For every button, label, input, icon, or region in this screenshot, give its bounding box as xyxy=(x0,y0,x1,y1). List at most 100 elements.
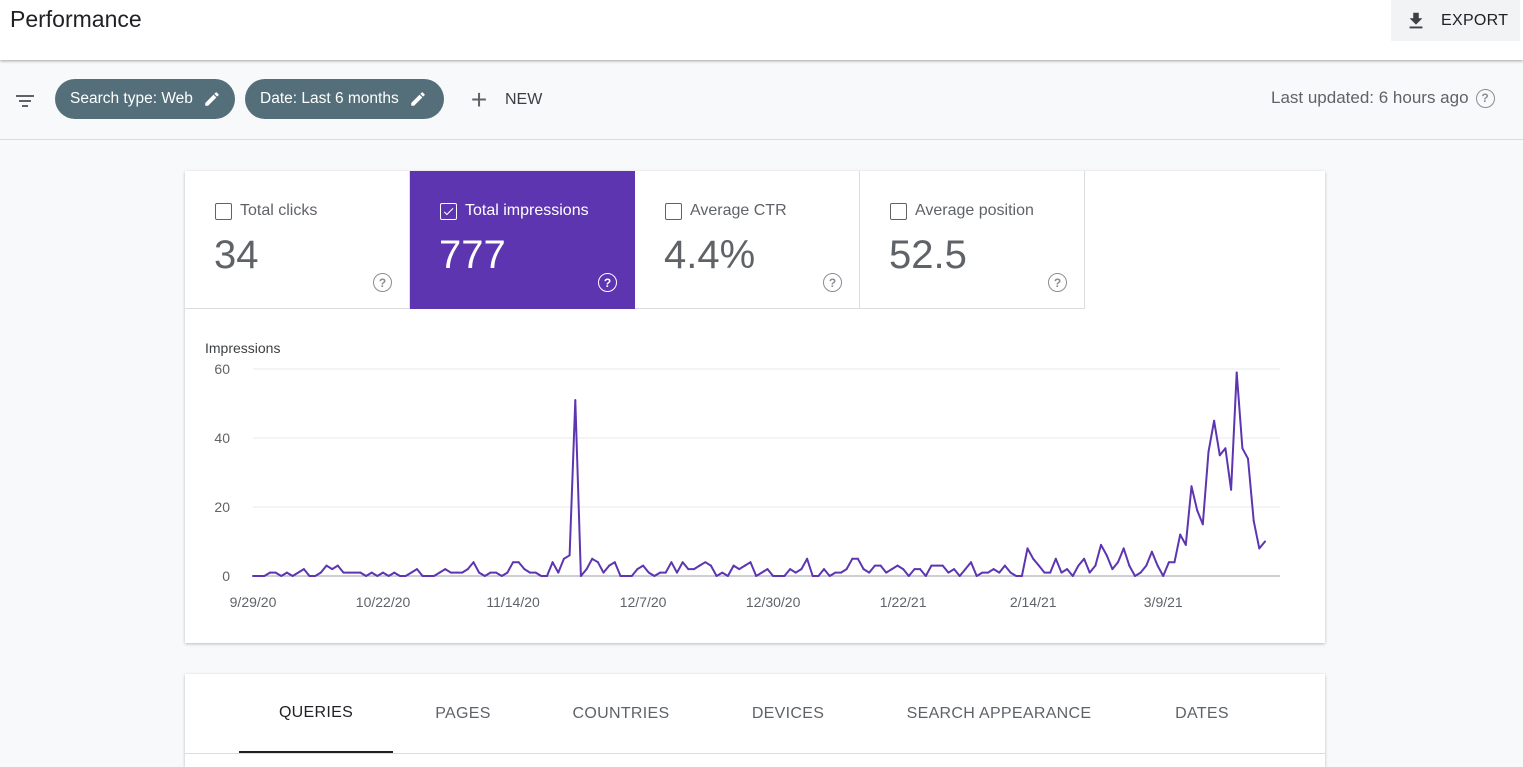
x-tick-label: 12/30/20 xyxy=(746,594,801,610)
data-point xyxy=(1043,571,1046,574)
data-point xyxy=(331,568,334,571)
metric-total-clicks[interactable]: Total clicks 34 ? xyxy=(185,171,410,309)
export-button[interactable]: EXPORT xyxy=(1391,0,1520,41)
data-point xyxy=(562,557,565,560)
data-point xyxy=(1037,564,1040,567)
metric-checkbox[interactable] xyxy=(665,202,682,220)
help-icon[interactable]: ? xyxy=(1475,88,1495,108)
data-point xyxy=(794,571,797,574)
metric-label: Average CTR xyxy=(690,202,787,219)
x-tick-label: 3/9/21 xyxy=(1144,594,1183,610)
data-point xyxy=(546,575,548,577)
data-point xyxy=(421,575,424,577)
data-point xyxy=(1235,371,1238,374)
data-point xyxy=(591,557,594,560)
metric-average-ctr[interactable]: Average CTR 4.4% ? xyxy=(635,171,860,309)
data-point xyxy=(449,571,452,574)
data-point xyxy=(726,575,729,577)
data-point xyxy=(806,557,809,560)
help-icon[interactable]: ? xyxy=(373,273,392,292)
data-point xyxy=(664,571,667,574)
data-point xyxy=(919,568,922,571)
data-point xyxy=(1150,550,1153,553)
metric-checkbox[interactable] xyxy=(215,202,232,220)
tab-devices[interactable]: DEVICES xyxy=(751,704,825,722)
data-point xyxy=(489,571,492,574)
data-point xyxy=(319,571,322,574)
data-point xyxy=(1224,447,1227,450)
data-point xyxy=(873,564,876,567)
data-point xyxy=(619,575,622,577)
data-point xyxy=(342,571,345,574)
data-point xyxy=(1179,533,1182,536)
data-point xyxy=(291,575,294,577)
data-point xyxy=(698,564,701,567)
filter-icon[interactable] xyxy=(13,89,37,113)
metric-average-position[interactable]: Average position 52.5 ? xyxy=(860,171,1085,309)
data-point xyxy=(924,575,927,577)
data-point xyxy=(987,571,989,574)
data-point xyxy=(760,571,763,574)
data-point xyxy=(1049,571,1052,574)
tab-dates[interactable]: DATES xyxy=(1175,704,1229,722)
data-point xyxy=(285,571,288,574)
tab-queries[interactable]: QUERIES xyxy=(239,674,393,753)
data-point xyxy=(636,568,639,571)
metric-checkbox[interactable] xyxy=(890,202,907,220)
data-point xyxy=(704,561,707,564)
metric-label: Total impressions xyxy=(465,202,589,219)
data-point xyxy=(302,568,305,571)
data-point xyxy=(416,568,418,571)
search-type-chip[interactable]: Search type: Web xyxy=(55,79,235,119)
impressions-chart[interactable]: Impressions 0 20 40 60 9/29/20 10/22/20 11/14/… xyxy=(185,309,1325,643)
data-point xyxy=(574,399,577,402)
data-point xyxy=(789,568,792,571)
help-icon[interactable]: ? xyxy=(598,273,617,292)
download-icon xyxy=(1409,12,1423,28)
data-point xyxy=(800,568,803,571)
filter-bar: Search type: Web Date: Last 6 months + N… xyxy=(0,60,1523,140)
data-point xyxy=(568,554,571,557)
data-point xyxy=(828,575,831,577)
data-point xyxy=(455,571,458,574)
data-point xyxy=(1100,543,1102,546)
chip-label: Search type: Web xyxy=(70,90,193,107)
data-point xyxy=(811,575,814,577)
data-point xyxy=(500,575,503,577)
data-point xyxy=(370,571,373,574)
data-point xyxy=(534,571,537,574)
help-icon[interactable]: ? xyxy=(1048,273,1067,292)
data-point xyxy=(1122,547,1125,550)
metric-value: 777 xyxy=(439,233,506,277)
tabs-divider xyxy=(185,753,1325,754)
data-points xyxy=(252,371,1266,577)
data-point xyxy=(1162,575,1165,577)
metric-total-impressions[interactable]: Total impressions 777 ? xyxy=(410,171,635,309)
data-point xyxy=(432,575,435,577)
metric-label: Average position xyxy=(915,202,1034,219)
date-range-chip[interactable]: Date: Last 6 months xyxy=(245,79,444,119)
data-point xyxy=(670,561,673,564)
tab-pages[interactable]: PAGES xyxy=(435,704,491,722)
data-point xyxy=(936,564,939,567)
checkmark-icon xyxy=(443,207,454,215)
data-point xyxy=(743,564,746,567)
data-point xyxy=(359,571,362,574)
data-point xyxy=(387,575,390,577)
data-point xyxy=(466,568,469,571)
data-point xyxy=(325,564,328,567)
metric-checkbox[interactable] xyxy=(440,202,457,220)
new-filter-button[interactable]: + NEW xyxy=(466,86,543,114)
data-point xyxy=(715,575,718,577)
data-point xyxy=(297,571,300,574)
data-point xyxy=(1054,557,1057,560)
data-point xyxy=(596,561,599,564)
x-tick-label: 10/22/20 xyxy=(356,594,411,610)
help-icon[interactable]: ? xyxy=(823,273,842,292)
tab-countries[interactable]: COUNTRIES xyxy=(572,704,670,722)
tab-search-appearance[interactable]: SEARCH APPEARANCE xyxy=(906,704,1092,722)
data-point xyxy=(602,571,605,574)
data-point xyxy=(1145,564,1148,567)
data-point xyxy=(1264,540,1266,543)
edit-pencil-icon xyxy=(205,92,219,106)
